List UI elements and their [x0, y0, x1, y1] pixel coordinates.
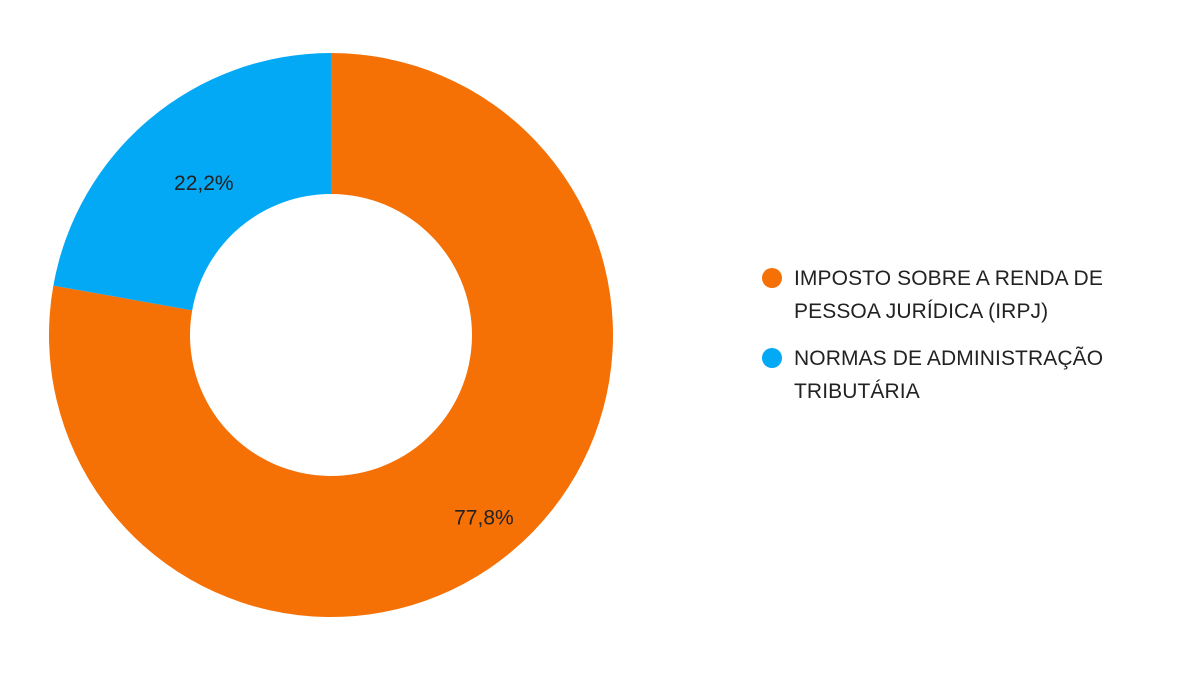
- legend-label-irpj-line-1: IMPOSTO SOBRE A RENDA DE: [794, 267, 1103, 290]
- slice-label-irpj: 77,8%: [454, 506, 514, 529]
- chart-legend: IMPOSTO SOBRE A RENDA DE PESSOA JURÍDICA…: [762, 262, 1182, 422]
- legend-label-normas-line-2: TRIBUTÁRIA: [794, 380, 920, 403]
- slice-irpj[interactable]: [48, 53, 613, 617]
- legend-label-normas: NORMAS DE ADMINISTRAÇÃO TRIBUTÁRIA: [794, 342, 1103, 408]
- legend-label-normas-line-1: NORMAS DE ADMINISTRAÇÃO: [794, 347, 1104, 370]
- legend-swatch-irpj: [762, 268, 782, 288]
- slice-normas[interactable]: [53, 52, 332, 311]
- slice-label-normas: 22,2%: [174, 172, 234, 195]
- legend-item-normas[interactable]: NORMAS DE ADMINISTRAÇÃO TRIBUTÁRIA: [762, 342, 1182, 408]
- legend-label-irpj-line-2: PESSOA JURÍDICA (IRPJ): [794, 300, 1049, 323]
- legend-item-irpj[interactable]: IMPOSTO SOBRE A RENDA DE PESSOA JURÍDICA…: [762, 262, 1182, 328]
- legend-label-irpj: IMPOSTO SOBRE A RENDA DE PESSOA JURÍDICA…: [794, 262, 1103, 328]
- legend-swatch-normas: [762, 348, 782, 368]
